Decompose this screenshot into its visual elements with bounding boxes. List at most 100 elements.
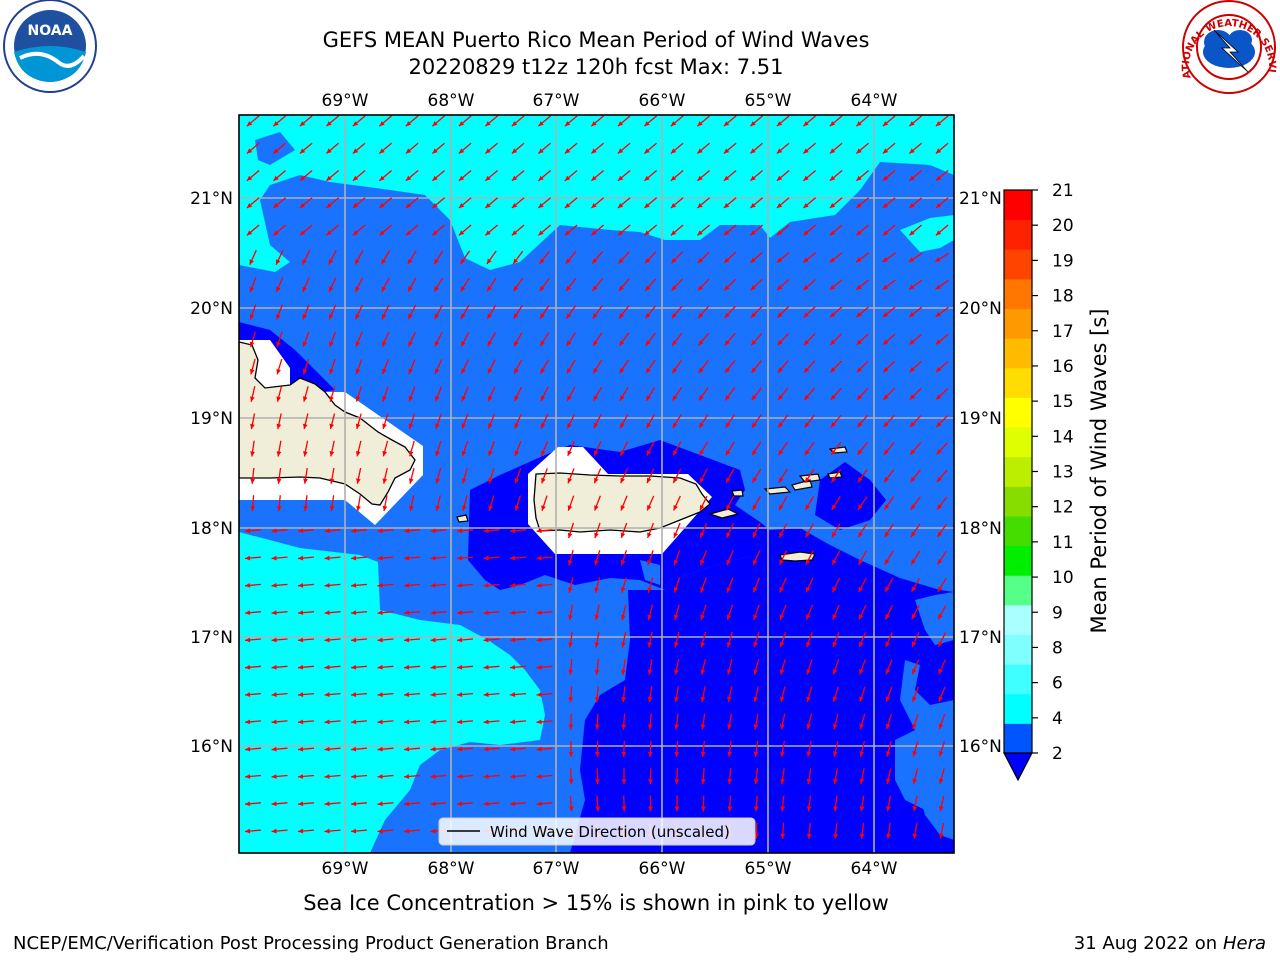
wave-arrow-head (355, 423, 361, 429)
wave-arrow-head (564, 203, 571, 209)
wave-arrow-head (355, 258, 360, 265)
wave-arrow-head (488, 505, 493, 511)
colorbar-tick-label: 9 (1052, 603, 1063, 623)
wave-arrow-head (245, 774, 251, 779)
wave-arrow-head (302, 341, 308, 347)
wave-arrow-head (621, 724, 627, 730)
wave-arrow-head (806, 806, 812, 812)
wave-arrow-head (514, 423, 519, 429)
wave-arrow-head (908, 257, 915, 262)
wave-arrow-head (541, 450, 546, 456)
colorbar-band (1004, 545, 1032, 576)
wave-arrow-head (435, 478, 440, 484)
wave-arrow-head (404, 582, 410, 588)
wave-arrow-head (430, 664, 436, 670)
field-mid-se2 (895, 738, 954, 815)
wave-arrow-head (377, 746, 383, 752)
wave-arrow-head (859, 751, 865, 757)
wave-arrow-head (457, 801, 463, 807)
wave-arrow-head (457, 664, 463, 670)
wave-arrow-head (405, 230, 412, 236)
wave-arrow-head (910, 449, 916, 455)
wave-arrow-head (621, 669, 626, 675)
wave-arrow-head (859, 778, 865, 785)
wave-arrow-head (670, 203, 677, 209)
wave-arrow-head (672, 340, 677, 346)
wave-arrow-head (830, 367, 836, 373)
wave-arrow-head (567, 395, 572, 402)
lon-label: 68°W (428, 859, 475, 879)
wave-arrow-head (457, 746, 463, 752)
wave-arrow-head (276, 506, 282, 512)
wave-arrow-head (483, 582, 489, 588)
wave-arrow-head (647, 532, 652, 538)
wave-arrow-head (647, 724, 653, 730)
wave-arrow-head (568, 669, 574, 675)
wave-arrow-head (935, 121, 942, 127)
wave-arrow-head (621, 642, 626, 648)
colorbar-band (1004, 338, 1032, 369)
wave-arrow-head (750, 121, 756, 127)
wave-arrow-head (776, 203, 783, 209)
wave-arrow-head (483, 719, 489, 725)
wave-arrow-head (883, 421, 889, 428)
wave-arrow-head (382, 478, 388, 484)
wave-arrow-head (726, 641, 732, 648)
wave-arrow-head (538, 230, 544, 236)
colorbar-tick-label: 4 (1052, 709, 1063, 729)
wave-arrow-head (298, 746, 304, 752)
wave-arrow-head (938, 613, 943, 620)
wave-arrow-head (752, 532, 758, 538)
wave-arrow-head (299, 148, 306, 154)
wave-arrow-head (778, 422, 784, 428)
wave-arrow-head (435, 423, 440, 429)
lat-label: 16°N (959, 737, 1002, 757)
wave-arrow-head (753, 614, 758, 620)
wave-arrow-head (673, 477, 678, 484)
wave-arrow-head (727, 806, 733, 812)
wave-arrow-head (856, 339, 862, 345)
wave-arrow-head (803, 203, 809, 209)
wave-arrow-head (912, 641, 917, 647)
wave-arrow-head (457, 528, 463, 534)
wave-arrow-head (377, 692, 383, 697)
wave-arrow-head (536, 528, 542, 534)
wave-arrow-head (697, 230, 703, 236)
wave-arrow-head (858, 586, 864, 593)
wave-arrow-head (299, 175, 306, 181)
wave-arrow-head (726, 587, 732, 593)
wave-arrow-head (381, 258, 387, 265)
wave-arrow-head (271, 692, 277, 697)
wave-arrow-head (727, 696, 732, 703)
wave-arrow-head (271, 828, 277, 834)
colorbar-band (1004, 278, 1032, 310)
wave-arrow-head (303, 451, 308, 457)
wave-arrow-head (753, 696, 759, 703)
wave-arrow-head (594, 587, 600, 593)
wave-arrow-head (858, 504, 863, 510)
wave-arrow-head (674, 724, 679, 730)
wave-arrow-head (352, 203, 359, 209)
wave-arrow-head (538, 203, 544, 209)
wave-arrow-head (461, 450, 467, 457)
wave-arrow-head (510, 801, 516, 807)
wave-arrow-head (250, 506, 256, 512)
wave-arrow-head (566, 285, 572, 292)
colorbar: 2 4 6 8 9 10 11 12 13 14 15 16 17 18 19 20 21 Mean Perio… (1003, 181, 1111, 782)
wave-arrow-head (856, 148, 862, 154)
wave-arrow-head (700, 751, 706, 757)
wave-arrow-head (276, 396, 282, 402)
wave-arrow-head (514, 450, 520, 457)
wave-arrow-head (379, 175, 385, 181)
wave-arrow-head (883, 394, 889, 400)
colorbar-bands (1003, 189, 1033, 782)
wave-arrow-head (539, 285, 545, 292)
wave-arrow-head (620, 587, 626, 593)
wave-arrow-head (593, 422, 599, 429)
wave-arrow-head (700, 779, 706, 785)
wave-arrow-head (245, 664, 251, 670)
wave-arrow-head (298, 664, 304, 670)
wave-arrow-head (355, 313, 360, 320)
wave-arrow-head (726, 614, 732, 620)
wave-arrow-head (882, 175, 889, 181)
